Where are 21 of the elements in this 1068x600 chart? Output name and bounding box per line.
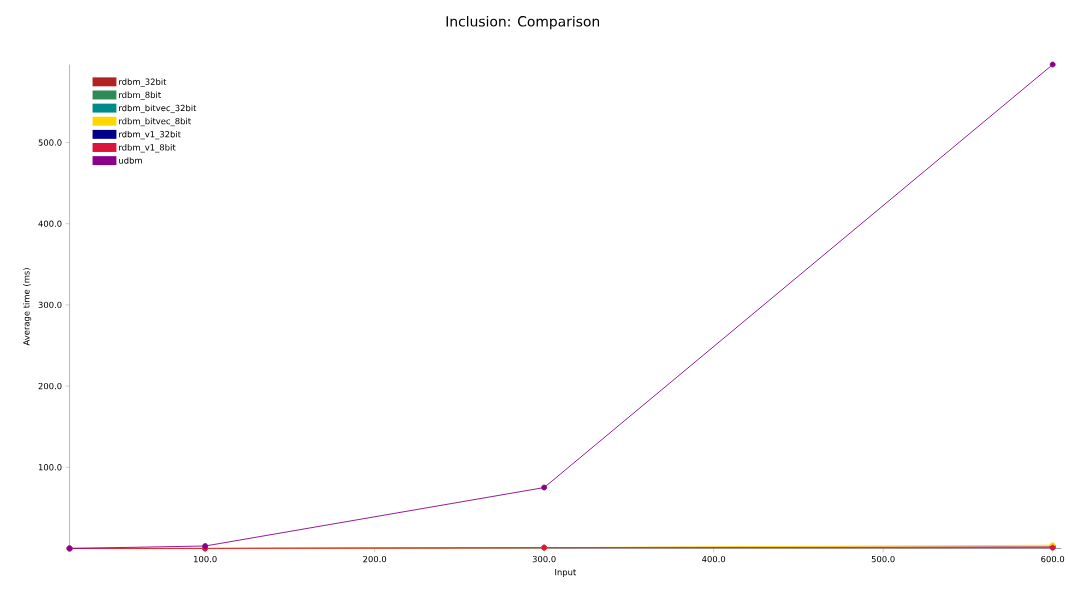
x-tick-label: 200.0	[363, 555, 387, 563]
y-tick-label: 400.0	[38, 220, 62, 227]
legend-label: rdbm_bitvec_8bit	[119, 117, 191, 127]
y-tick-label: 100.0	[38, 464, 62, 471]
legend-label: rdbm_v1_8bit	[119, 144, 176, 153]
x-tick-label: 300.0	[532, 555, 556, 563]
x-axis-title: Input	[555, 569, 577, 577]
y-tick-label: 300.0	[38, 301, 62, 309]
y-tick-label: 200.0	[38, 382, 62, 390]
chart-title: Inclusion: Comparison	[446, 15, 600, 30]
legend-label: rdbm_32bit	[119, 78, 167, 87]
legend-label: udbm	[119, 157, 142, 164]
x-tick-label: 400.0	[702, 555, 726, 563]
legend-label: rdbm_v1_32bit	[119, 130, 181, 140]
legend-label: rdbm_8bit	[119, 91, 161, 100]
y-axis-title: Average time (ms)	[23, 268, 32, 346]
x-tick-label: 500.0	[871, 555, 895, 563]
x-tick-label: 100.0	[194, 555, 217, 563]
x-tick-label: 600.0	[1041, 555, 1065, 563]
legend-label: rdbm_bitvec_32bit	[119, 104, 197, 113]
y-tick-label: 500.0	[38, 139, 62, 146]
